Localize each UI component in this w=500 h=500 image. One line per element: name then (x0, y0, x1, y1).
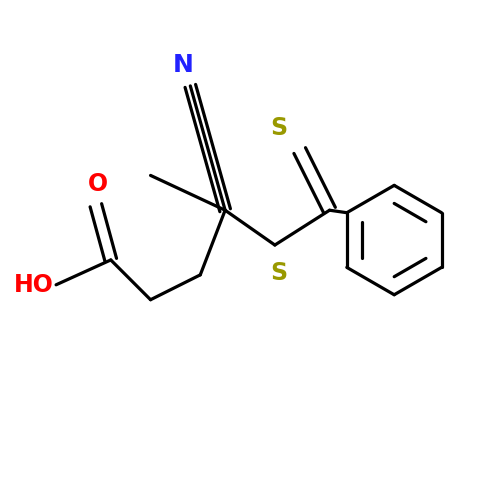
Text: O: O (88, 172, 108, 197)
Text: N: N (172, 53, 194, 77)
Text: S: S (270, 116, 287, 140)
Text: S: S (270, 261, 287, 285)
Text: HO: HO (14, 273, 54, 297)
